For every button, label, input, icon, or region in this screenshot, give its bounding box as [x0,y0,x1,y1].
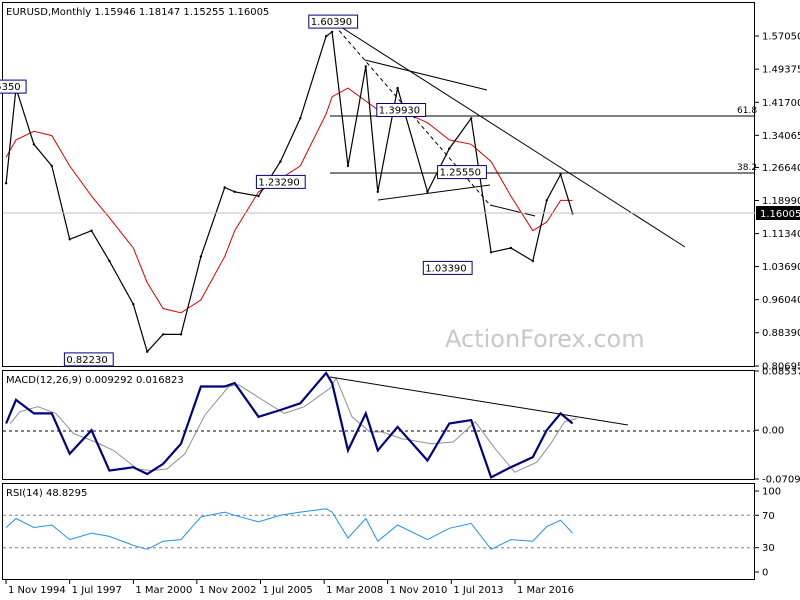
price-tick-label: 1.41700 [762,98,800,109]
fib-38-2-label: 38.2 [737,163,757,173]
price-annotation-text: 1.39930 [379,106,420,117]
price-point [364,65,367,68]
price-annotation-text: 1.25550 [440,168,481,179]
price-point [324,35,328,38]
triangle-lower-line [377,184,491,201]
moving-average-line [5,87,573,314]
x-tick-label: 1 Jul 2013 [453,585,503,596]
price-tick-label: 0.80695 [762,362,800,373]
x-tick-label: 1 Nov 2002 [199,585,257,596]
x-tick-label: 1 Jul 1997 [72,585,122,596]
macd-tick-label: -0.070989 [762,475,800,486]
rsi-panel [2,483,755,580]
price-line [5,30,574,353]
macd-tick-label: 0.00 [762,426,784,437]
price-tick-label: 1.18990 [762,196,800,207]
fib-61-8-label: 61.8 [737,106,757,116]
price-point [330,30,334,34]
price-point [426,190,429,193]
price-point [68,238,71,241]
price-point [199,255,203,258]
price-tick-label: 0.96040 [762,295,800,306]
macd-tick-label: 0.085379 [762,367,800,378]
main-panel [2,2,755,367]
price-tick-label: 1.26640 [762,163,800,174]
price-tick-label: 1.34065 [762,131,800,142]
price-point [223,186,226,189]
x-tick-label: 1 Mar 2008 [326,585,383,596]
price-annotation: 1.45350 [0,79,27,94]
price-point [448,147,451,150]
price-point [4,182,8,185]
price-point [376,190,379,193]
x-tick-label: 1 Mar 2000 [135,585,192,596]
price-point [470,117,473,120]
price-point [559,173,562,176]
price-point [32,143,36,146]
price-point [545,199,548,202]
x-tick-label: 1 Nov 1994 [8,585,66,596]
price-point [396,86,399,90]
price-annotation: 1.39930 [376,103,427,117]
rsi-line [5,508,573,550]
rsi-tick-label: 100 [762,487,781,498]
rsi-header: RSI(14) 48.8295 [6,488,87,499]
price-tick-label: 1.03690 [762,262,800,273]
price-point [279,160,282,163]
rsi-tick-label: 30 [762,543,775,554]
price-point [90,229,93,232]
price-annotation: 1.25550 [437,165,487,180]
chart-header: EURUSD,Monthly 1.15946 1.18147 1.15255 1… [6,7,269,18]
price-annotation-text: 0.82230 [66,355,107,366]
price-annotation: 1.60390 [308,14,359,29]
price-point [132,303,135,306]
flag-line [489,204,536,217]
price-point [299,117,302,120]
watermark: ActionForex.com [445,325,645,353]
price-tick-label: 1.49375 [762,65,800,76]
price-point [346,164,350,168]
price-tick-label: 1.57050 [762,32,800,43]
rsi-tick-label: 0 [762,568,768,579]
price-point [531,259,534,263]
x-tick-label: 1 Jul 2005 [263,585,313,596]
rsi-tick-label: 70 [762,511,775,522]
price-annotation: 1.23290 [255,174,306,189]
macd-line [5,371,574,479]
price-tick-label: 0.88390 [762,328,800,339]
trend-line-top [329,19,686,248]
price-annotation-text: 1.03390 [425,263,466,274]
x-tick-label: 1 Mar 2016 [517,585,574,596]
current-price-tag: 1.16005 [760,209,800,220]
price-point [108,259,111,263]
price-annotation-text: 1.23290 [258,177,299,188]
x-tick-label: 1 Nov 2010 [390,585,448,596]
price-point [509,246,513,250]
price-annotation-text: 1.60390 [311,17,352,28]
price-tick-label: 1.11340 [762,229,800,240]
price-point [257,194,260,198]
price-point [179,333,183,336]
price-point [161,333,165,336]
triangle-upper-line [364,59,488,91]
price-point [489,251,493,254]
macd-header: MACD(12,26,9) 0.009292 0.016823 [6,375,184,386]
price-annotation: 1.03390 [422,260,473,275]
price-point [233,190,236,193]
price-annotation: 0.82230 [63,352,114,367]
price-point [146,350,149,353]
macd-panel [2,370,755,480]
price-annotation-text: 1.45350 [0,82,21,93]
macd-trend-line [329,376,629,426]
price-point [50,164,53,168]
